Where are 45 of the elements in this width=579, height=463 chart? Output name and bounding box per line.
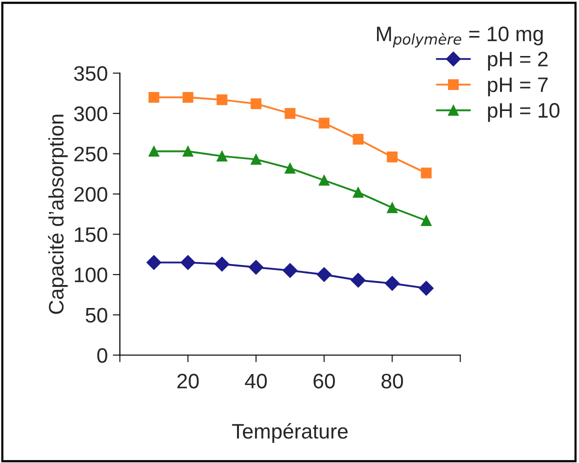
x-tick-label: 60 xyxy=(314,374,335,388)
point xyxy=(148,92,160,103)
point xyxy=(352,187,364,198)
point xyxy=(250,98,262,110)
point xyxy=(182,146,194,157)
x-tick-label: 20 xyxy=(177,374,199,388)
text: M$_{polymère}$ = 10 mg xyxy=(377,26,543,48)
legend-label: pH = 7 xyxy=(488,78,548,96)
legend-label: pH = 10 xyxy=(488,103,560,122)
point xyxy=(214,256,230,272)
point xyxy=(284,162,296,174)
y-tick-label: 350 xyxy=(74,66,108,81)
legend-label: pH = 2 xyxy=(488,52,548,71)
y-tick-label: 100 xyxy=(74,268,108,282)
point xyxy=(216,150,228,162)
point xyxy=(284,108,296,119)
point xyxy=(182,92,194,103)
x-tick-label: 80 xyxy=(382,374,403,388)
point xyxy=(352,134,364,145)
y-tick-label: 50 xyxy=(86,308,108,323)
point xyxy=(318,118,330,128)
point xyxy=(386,152,398,162)
x-axis-title: Température xyxy=(232,423,348,443)
x-tick-label: 40 xyxy=(244,374,267,388)
point xyxy=(386,202,398,214)
y-tick-label: 200 xyxy=(74,187,108,202)
point xyxy=(250,154,262,165)
y-tick-label: 250 xyxy=(74,146,108,162)
point xyxy=(418,280,434,296)
point xyxy=(316,267,332,282)
point xyxy=(180,255,196,270)
point xyxy=(350,272,366,288)
point xyxy=(420,168,432,178)
y-tick-label: 0 xyxy=(97,348,108,363)
point xyxy=(282,263,298,278)
point xyxy=(420,215,432,226)
y-axis-title: Capacité d’absorption xyxy=(48,114,68,314)
y-tick-label: 300 xyxy=(74,106,108,122)
point xyxy=(318,174,330,186)
point xyxy=(248,260,264,275)
point xyxy=(216,94,228,106)
point xyxy=(146,255,162,270)
point xyxy=(148,146,160,157)
y-tick-label: 150 xyxy=(74,227,108,242)
point xyxy=(384,276,400,291)
